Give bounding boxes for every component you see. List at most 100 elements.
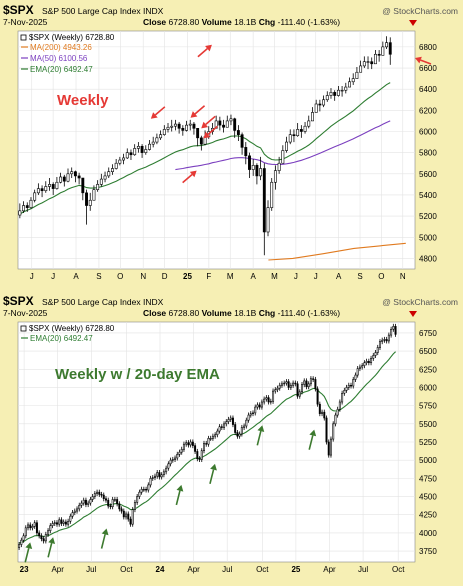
x-tick-label: M: [271, 272, 278, 281]
candle-body: [191, 441, 194, 446]
legend-ma200: MA(200) 4943.26: [30, 43, 92, 52]
candle-body: [229, 118, 233, 122]
candle: [136, 494, 139, 505]
candle: [370, 355, 373, 366]
candle: [299, 125, 303, 138]
candle-body: [151, 141, 155, 145]
candle-body: [107, 499, 110, 507]
panel1-y-axis: 4800 5000 5200 5400 5600 5800 6000 6200 6400 6600…: [419, 43, 437, 264]
candle-body: [325, 417, 328, 443]
candle: [188, 119, 192, 131]
candle-body: [113, 499, 116, 501]
legend-ema20: EMA(20) 6492.47: [30, 65, 93, 74]
arrow-head: [48, 537, 56, 544]
candle-body: [236, 130, 240, 135]
candle: [189, 439, 192, 448]
candle-body: [77, 175, 81, 179]
candle: [88, 192, 92, 211]
x-tick-label: Jul: [358, 565, 368, 574]
candle-body: [280, 383, 283, 386]
candle-body: [155, 137, 159, 143]
candle-body: [136, 496, 139, 503]
candle-body: [40, 535, 43, 540]
candle: [359, 60, 363, 73]
candle-body: [209, 438, 212, 440]
x-tick-label: 24: [156, 565, 165, 574]
candle-body: [187, 442, 190, 446]
candle-body: [174, 457, 177, 460]
candle-body: [51, 184, 55, 189]
arrow-head: [203, 131, 211, 139]
candle-body: [240, 427, 243, 435]
x-tick-label: Apr: [323, 565, 336, 574]
candle-body: [218, 426, 221, 432]
candle-body: [99, 178, 103, 185]
candle-body: [262, 168, 266, 233]
x-tick-label: A: [73, 272, 79, 281]
arrow-shaft: [209, 469, 215, 485]
candle-body: [129, 152, 133, 156]
panel1-arrows: [150, 44, 432, 184]
candle: [225, 419, 228, 427]
candle: [347, 382, 350, 390]
candle: [125, 511, 128, 520]
candle-body: [165, 467, 168, 473]
x-tick-label: N: [140, 272, 146, 281]
candle-body: [70, 171, 74, 175]
candle: [269, 398, 272, 405]
candle: [351, 73, 355, 85]
candle: [199, 135, 203, 151]
candle-body: [103, 175, 107, 180]
candle-body: [200, 450, 203, 460]
legend-ma50: MA(50) 6100.56: [30, 54, 88, 63]
candle: [82, 497, 85, 506]
candle: [385, 336, 388, 344]
candle: [51, 520, 54, 529]
candle: [265, 395, 268, 402]
candle-body: [318, 403, 321, 414]
candle: [305, 378, 308, 390]
candle-body: [274, 389, 277, 392]
y-tick-label: 6250: [419, 365, 437, 374]
candle-body: [140, 145, 144, 153]
candle-body: [292, 382, 295, 386]
candle-body: [47, 530, 50, 535]
arrow-head: [205, 44, 212, 52]
candle: [81, 177, 85, 201]
candle-body: [316, 388, 319, 405]
y-tick-label: 6500: [419, 347, 437, 356]
candle: [251, 158, 255, 176]
candle: [277, 156, 281, 174]
candle: [325, 91, 329, 102]
candle: [356, 366, 359, 378]
candle-body: [122, 157, 126, 161]
panel1-candles: [18, 36, 392, 256]
candle-body: [361, 365, 364, 368]
candle: [122, 508, 125, 520]
candle: [340, 86, 344, 97]
candle-body: [336, 89, 340, 96]
candle-body: [348, 81, 351, 88]
candle-body: [277, 162, 281, 171]
candle-body: [377, 53, 381, 56]
annotation-arrow: [197, 44, 212, 58]
candle: [67, 518, 70, 527]
x-tick-label: S: [357, 272, 362, 281]
candle-body: [166, 126, 170, 130]
candle-body: [385, 339, 388, 342]
candle: [370, 57, 374, 70]
y-tick-label: 5500: [419, 420, 437, 429]
candle: [243, 423, 246, 430]
panel1-x-axis: J J A S O N D 25 F M A M J J A S O N: [30, 272, 406, 281]
candle: [303, 121, 307, 134]
candle-body: [378, 341, 381, 348]
candle-body: [148, 143, 151, 150]
candle-body: [196, 451, 199, 460]
candle: [280, 381, 283, 388]
candle: [18, 203, 22, 219]
candle-body: [33, 522, 36, 527]
candle: [344, 82, 348, 94]
x-tick-label: Apr: [51, 565, 64, 574]
candle-body: [142, 488, 145, 491]
candle-body: [44, 534, 47, 542]
